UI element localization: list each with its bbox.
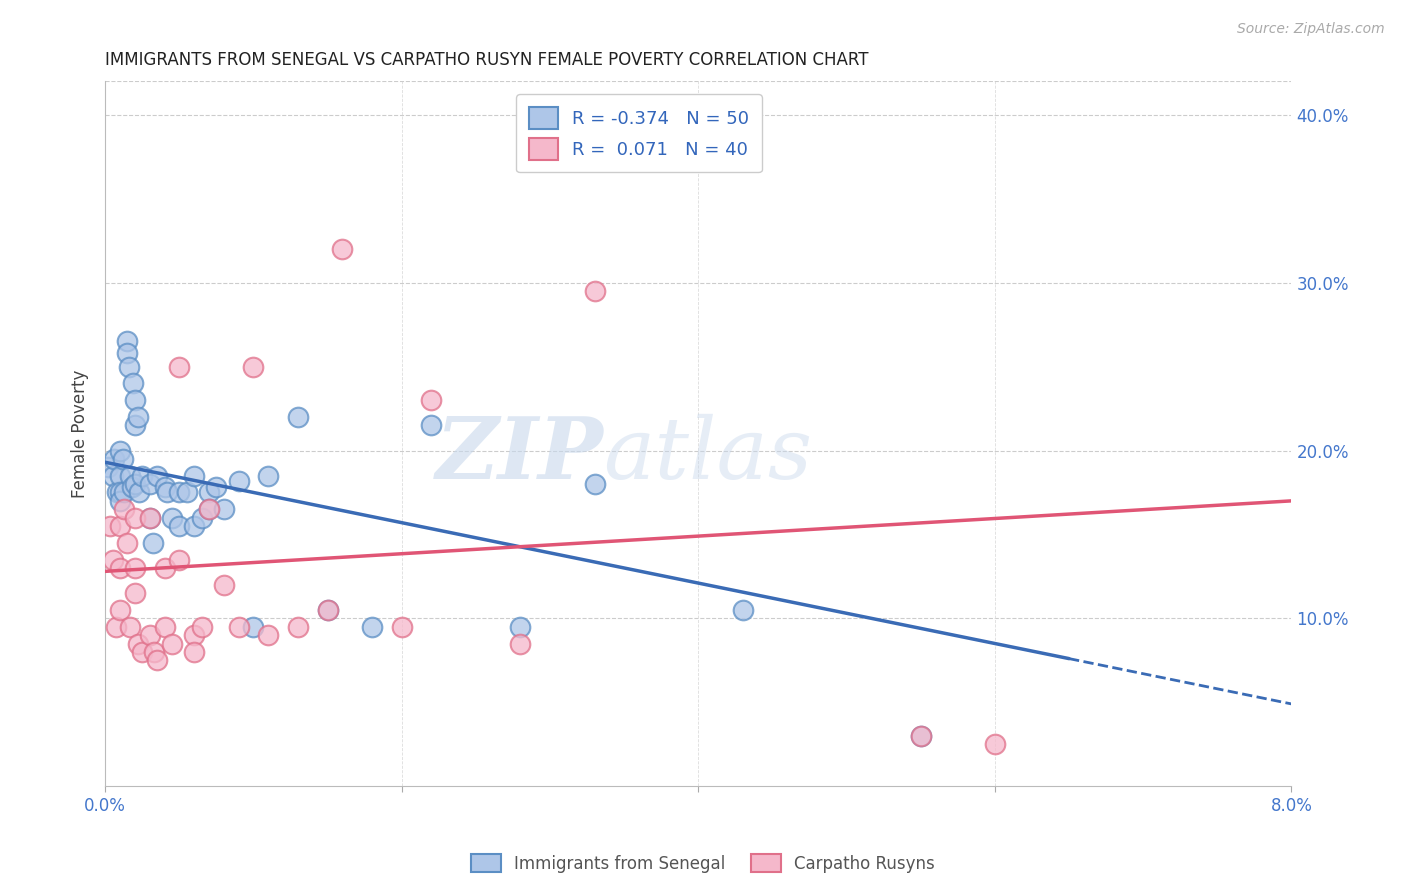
Point xyxy=(242,359,264,374)
Text: IMMIGRANTS FROM SENEGAL VS CARPATHO RUSYN FEMALE POVERTY CORRELATION CHART: IMMIGRANTS FROM SENEGAL VS CARPATHO RUSY… xyxy=(105,51,869,69)
Point xyxy=(108,561,131,575)
Point xyxy=(205,480,228,494)
Point xyxy=(228,474,250,488)
Point xyxy=(120,468,142,483)
Point xyxy=(108,519,131,533)
Point xyxy=(156,485,179,500)
Text: ZIP: ZIP xyxy=(436,413,603,497)
Point xyxy=(101,468,124,483)
Point xyxy=(124,418,146,433)
Point xyxy=(583,477,606,491)
Point xyxy=(124,393,146,408)
Point xyxy=(111,451,134,466)
Point xyxy=(183,519,205,533)
Point xyxy=(731,603,754,617)
Point xyxy=(124,586,146,600)
Point xyxy=(420,393,443,408)
Point xyxy=(103,451,125,466)
Text: atlas: atlas xyxy=(603,414,813,496)
Point xyxy=(169,359,191,374)
Point xyxy=(108,468,131,483)
Point xyxy=(183,645,205,659)
Y-axis label: Female Poverty: Female Poverty xyxy=(72,369,89,498)
Point xyxy=(105,485,128,500)
Point xyxy=(104,620,127,634)
Point xyxy=(143,645,166,659)
Point xyxy=(114,485,136,500)
Point xyxy=(160,636,183,650)
Point xyxy=(128,485,150,500)
Text: Source: ZipAtlas.com: Source: ZipAtlas.com xyxy=(1237,22,1385,37)
Point xyxy=(198,502,221,516)
Point xyxy=(138,477,160,491)
Point xyxy=(257,468,280,483)
Point xyxy=(183,628,205,642)
Point xyxy=(146,468,169,483)
Point xyxy=(361,620,384,634)
Legend: R = -0.374   N = 50, R =  0.071   N = 40: R = -0.374 N = 50, R = 0.071 N = 40 xyxy=(516,94,762,172)
Point xyxy=(98,519,121,533)
Point xyxy=(138,510,160,524)
Point xyxy=(509,620,531,634)
Point xyxy=(257,628,280,642)
Point xyxy=(509,636,531,650)
Point xyxy=(391,620,413,634)
Point xyxy=(287,409,309,424)
Point xyxy=(117,334,139,349)
Point xyxy=(138,628,160,642)
Point xyxy=(910,729,932,743)
Point xyxy=(153,620,176,634)
Point xyxy=(153,480,176,494)
Point xyxy=(108,485,131,500)
Point xyxy=(131,468,153,483)
Legend: Immigrants from Senegal, Carpatho Rusyns: Immigrants from Senegal, Carpatho Rusyns xyxy=(464,847,942,880)
Point xyxy=(212,502,235,516)
Point xyxy=(124,561,146,575)
Point xyxy=(97,460,120,475)
Point xyxy=(108,603,131,617)
Point xyxy=(169,552,191,566)
Point xyxy=(131,645,153,659)
Point xyxy=(127,409,149,424)
Point xyxy=(114,502,136,516)
Point xyxy=(190,620,212,634)
Point xyxy=(169,485,191,500)
Point xyxy=(420,418,443,433)
Point xyxy=(198,502,221,516)
Point xyxy=(176,485,198,500)
Point xyxy=(117,346,139,360)
Point xyxy=(984,737,1007,751)
Point xyxy=(120,620,142,634)
Point xyxy=(117,536,139,550)
Point xyxy=(287,620,309,634)
Point xyxy=(242,620,264,634)
Point xyxy=(183,468,205,483)
Point xyxy=(121,480,143,494)
Point xyxy=(910,729,932,743)
Point xyxy=(316,603,339,617)
Point xyxy=(153,561,176,575)
Point xyxy=(332,242,354,256)
Point xyxy=(124,477,146,491)
Point xyxy=(316,603,339,617)
Point xyxy=(118,359,141,374)
Point xyxy=(212,578,235,592)
Point xyxy=(160,510,183,524)
Point xyxy=(108,443,131,458)
Point xyxy=(190,510,212,524)
Point xyxy=(146,653,169,667)
Point xyxy=(583,284,606,298)
Point xyxy=(124,510,146,524)
Point xyxy=(169,519,191,533)
Point xyxy=(138,510,160,524)
Point xyxy=(142,536,165,550)
Point xyxy=(101,552,124,566)
Point xyxy=(198,485,221,500)
Point xyxy=(228,620,250,634)
Point xyxy=(108,494,131,508)
Point xyxy=(127,636,149,650)
Point xyxy=(122,376,145,391)
